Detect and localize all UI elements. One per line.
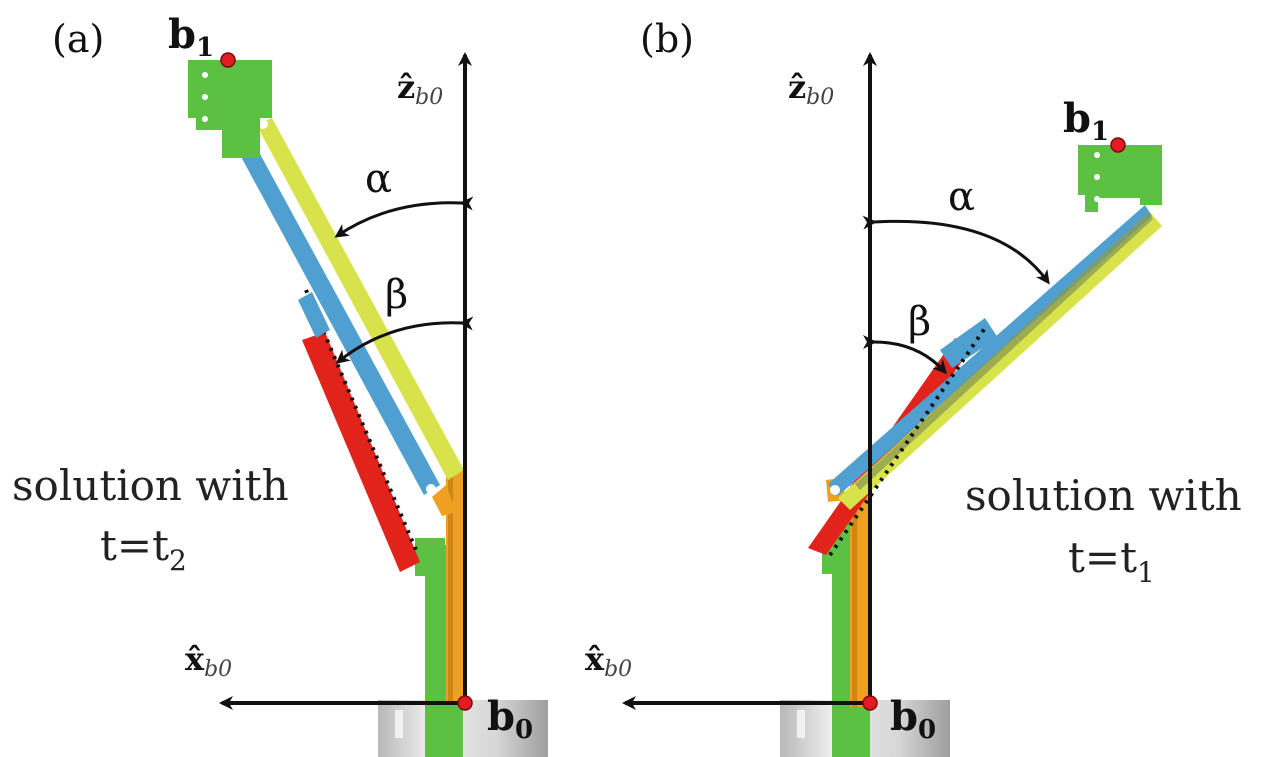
- panel-b-b1-main: b: [1063, 95, 1091, 142]
- panel-b-hole-1: [1094, 152, 1100, 158]
- panel-a-z-axis-main: ẑ: [397, 68, 415, 106]
- panel-a-x-axis-main: x̂: [185, 640, 205, 678]
- panel-b-b0-main: b: [890, 693, 918, 740]
- panel-a-b0-main: b: [487, 693, 515, 740]
- panel-b-hole-3: [1094, 196, 1100, 202]
- panel-a-b1-main: b: [168, 11, 196, 58]
- panel-b-yellow-joint-top: [1150, 205, 1160, 215]
- panel-a-orange-joint: [432, 485, 456, 516]
- panel-b-beta-label: β: [908, 299, 931, 345]
- panel-b-yellow-link: [838, 212, 1162, 510]
- panel-b-point-b1: [1110, 137, 1126, 153]
- panel-b: (b) α: [585, 17, 1242, 757]
- panel-b-caption-line2-sub: 1: [1137, 556, 1155, 589]
- panel-a-b0-sub: 0: [515, 715, 533, 745]
- panel-b-b0-label: b0: [890, 693, 936, 745]
- panel-a-hole-2: [202, 94, 208, 100]
- panel-a: (a) α β: [12, 11, 548, 757]
- panel-a-b0-label: b0: [487, 693, 533, 745]
- panel-b-alpha-arc: [862, 215, 1050, 285]
- panel-a-dotted-line: [304, 289, 420, 556]
- panel-a-beta-label: β: [385, 272, 408, 318]
- panel-a-point-b1: [220, 52, 236, 68]
- panel-a-x-axis-label: x̂b0: [185, 640, 232, 682]
- panel-a-blue-short: [298, 292, 330, 338]
- panel-b-point-b0: [862, 695, 878, 711]
- panel-b-label: (b): [640, 17, 694, 61]
- panel-b-b1-sub: 1: [1091, 117, 1109, 147]
- panel-a-caption-line2-main: t=t: [100, 521, 169, 570]
- panel-a-b1-label: b1: [168, 11, 214, 63]
- panel-b-z-axis-sub: b0: [806, 85, 834, 110]
- panel-b-overlap-link: [855, 212, 1153, 490]
- panel-a-b1-sub: 1: [196, 33, 214, 63]
- panel-b-orange-shade: [852, 475, 857, 707]
- panel-a-caption-line2: t=t2: [100, 521, 187, 577]
- panel-b-blue-link: [828, 205, 1152, 496]
- panel-a-beta-arc: [335, 316, 474, 364]
- panel-b-blue-joint-bottom: [830, 485, 840, 495]
- panel-b-alpha-label: α: [948, 174, 975, 220]
- panel-a-hole-3: [202, 116, 208, 122]
- panel-b-hole-2: [1094, 174, 1100, 180]
- panel-a-alpha-arc: [334, 196, 474, 238]
- panel-a-green-top-block: [188, 60, 272, 158]
- panel-a-hole-1: [202, 72, 208, 78]
- panel-a-yellow-joint-top: [258, 119, 268, 129]
- panel-b-x-axis-main: x̂: [585, 640, 605, 678]
- panel-b-x-axis-sub: b0: [604, 657, 632, 682]
- panel-a-green-lower-block: [415, 538, 445, 576]
- panel-b-caption-line2: t=t1: [1068, 533, 1155, 589]
- panel-a-label: (a): [52, 17, 104, 61]
- panel-a-red-link: [302, 332, 420, 572]
- panel-b-z-axis-main: ẑ: [788, 68, 806, 106]
- panel-a-yellow-link: [256, 118, 464, 480]
- panel-b-green-top-block: [1078, 145, 1162, 212]
- panel-a-x-axis-sub: b0: [204, 657, 232, 682]
- panel-b-z-axis-label: ẑb0: [788, 68, 834, 110]
- panel-a-caption-line1: solution with: [12, 461, 289, 510]
- panel-a-blue-joint-bottom: [426, 484, 436, 494]
- panel-a-orange-shade: [448, 470, 453, 705]
- panel-b-beta-arc: [862, 334, 948, 375]
- panel-b-dotted-line: [828, 326, 987, 557]
- panel-a-blue-link: [232, 132, 440, 495]
- panel-b-caption-line1: solution with: [965, 471, 1242, 520]
- panel-a-point-b0: [457, 695, 473, 711]
- panel-b-base-highlight: [797, 710, 805, 738]
- panel-a-alpha-label: α: [365, 156, 392, 202]
- panel-b-caption-line2-main: t=t: [1068, 533, 1137, 582]
- panel-b-b1-label: b1: [1063, 95, 1109, 147]
- panel-a-z-axis-label: ẑb0: [397, 68, 443, 110]
- panel-a-z-axis-sub: b0: [415, 85, 443, 110]
- panel-a-base-highlight: [395, 710, 403, 738]
- panel-b-b0-sub: 0: [918, 715, 936, 745]
- panel-b-x-axis-label: x̂b0: [585, 640, 632, 682]
- panel-a-caption-line2-sub: 2: [169, 544, 187, 577]
